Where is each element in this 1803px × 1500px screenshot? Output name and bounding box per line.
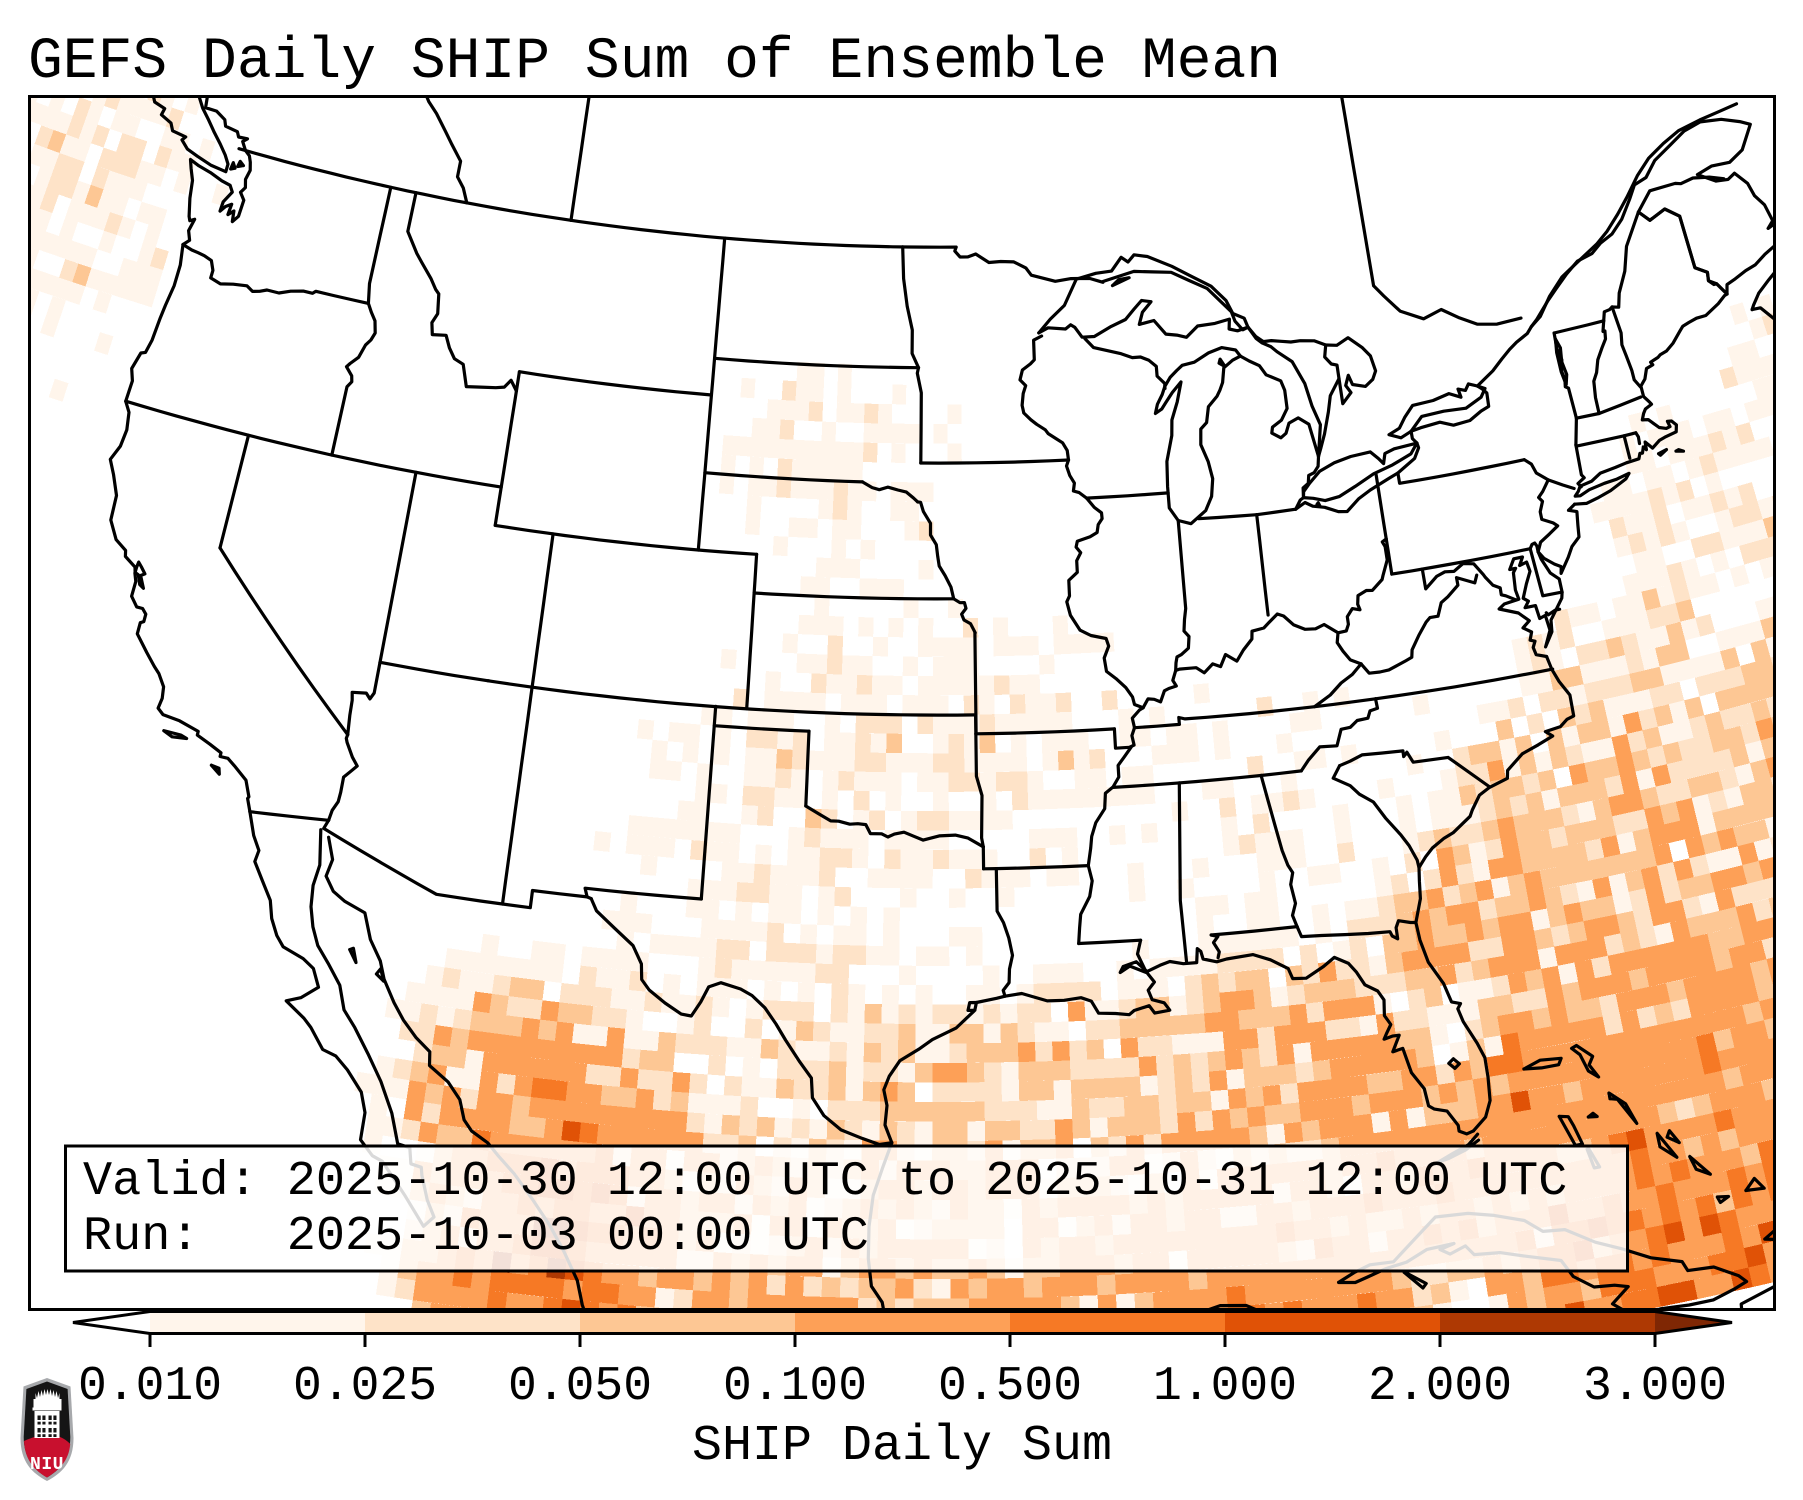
svg-text:0.010: 0.010: [78, 1360, 222, 1414]
svg-text:1.000: 1.000: [1153, 1360, 1297, 1414]
svg-text:SHIP Daily Sum: SHIP Daily Sum: [692, 1418, 1112, 1475]
svg-text:Run: 2025-10-03 00:00 UTC: Run: 2025-10-03 00:00 UTC: [83, 1209, 869, 1264]
svg-text:3.000: 3.000: [1583, 1360, 1727, 1414]
svg-text:0.500: 0.500: [938, 1360, 1082, 1414]
svg-text:0.050: 0.050: [508, 1360, 652, 1414]
svg-text:Valid: 2025-10-30 12:00 UTC to: Valid: 2025-10-30 12:00 UTC to 2025-10-3…: [83, 1154, 1567, 1209]
svg-text:NIU: NIU: [30, 1455, 64, 1475]
svg-text:0.100: 0.100: [723, 1360, 867, 1414]
svg-text:2.000: 2.000: [1368, 1360, 1512, 1414]
svg-text:GEFS Daily SHIP Sum of Ensembl: GEFS Daily SHIP Sum of Ensemble Mean: [28, 30, 1281, 95]
svg-text:0.025: 0.025: [293, 1360, 437, 1414]
